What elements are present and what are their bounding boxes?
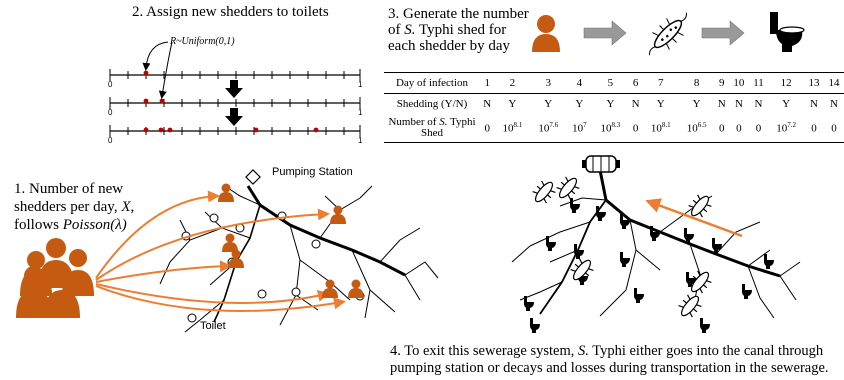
shed-cell: Y (544, 98, 553, 110)
flow-arrows (95, 190, 346, 312)
uniform-formula: R~Uniform(0,1) (170, 36, 235, 47)
count-cell: 108.1 (642, 114, 679, 143)
bacteria-icon (649, 12, 687, 56)
day-cell: 3 (530, 72, 567, 94)
day-cell: 7 (642, 72, 679, 94)
count-cell: 0 (628, 114, 643, 143)
day-cell: 4 (566, 72, 593, 94)
grey-arrow-icon (583, 20, 627, 46)
step1-title: 1. Number of new shedders per day, X, fo… (14, 181, 135, 233)
count-cell: 0 (728, 114, 749, 143)
toilet-icon (770, 12, 805, 52)
shed-cell: Y (692, 98, 701, 110)
day-cell: 11 (748, 72, 769, 94)
day-cell: 13 (804, 72, 824, 94)
count-cell: 107.6 (530, 114, 567, 143)
table-row: Shedding (Y/N) N Y Y Y Y N Y Y N N N Y N… (384, 94, 844, 115)
number-line-1 (109, 41, 361, 81)
axis-label-0: 0 (108, 108, 113, 117)
axis-label-0: 0 (108, 80, 113, 89)
day-cell: 5 (592, 72, 629, 94)
day-cell: 6 (628, 72, 643, 94)
row-label-count: Number of S. Typhi Shed (384, 114, 480, 143)
count-cell: 0 (823, 114, 844, 143)
day-cell: 1 (480, 72, 495, 94)
row-label-day: Day of infection (384, 72, 480, 94)
table-row: Day of infection 1 2 3 4 5 6 7 8 9 10 11… (384, 72, 844, 94)
day-cell: 14 (823, 72, 844, 94)
pump-icon (582, 155, 620, 173)
grey-arrow-icon (701, 20, 745, 46)
bacteria-icons (532, 176, 712, 318)
step4-title: 4. To exit this sewerage system, S. Typh… (390, 343, 829, 376)
day-cell: 9 (714, 72, 729, 94)
down-arrow-icon (225, 80, 243, 98)
pumping-station-label: Pumping Station (272, 166, 353, 178)
shed-cell: Y (782, 98, 791, 110)
count-cell: 108.3 (592, 114, 629, 143)
count-cell: 107.2 (768, 114, 804, 143)
shed-cell: N (631, 98, 640, 110)
count-cell: 0 (480, 114, 495, 143)
shedder-icons (218, 183, 364, 298)
axis-label-0: 0 (108, 136, 113, 145)
axis-label-1: 1 (358, 136, 363, 145)
shed-cell: N (754, 98, 763, 110)
number-line-3 (109, 125, 361, 137)
sewer-network-right (511, 169, 801, 319)
toilet-label: Toilet (200, 320, 226, 332)
count-cell: 106.5 (678, 114, 715, 143)
shed-cell: N (830, 98, 838, 110)
axis-label-1: 1 (358, 80, 363, 89)
shed-cell: Y (656, 98, 665, 110)
people-group-icon (16, 238, 94, 318)
shed-cell: Y (606, 98, 615, 110)
shed-cell: Y (508, 98, 517, 110)
count-cell: 108.1 (494, 114, 531, 143)
shed-cell: N (717, 98, 726, 110)
day-cell: 2 (494, 72, 531, 94)
down-arrow-icon (225, 108, 243, 126)
person-icon (532, 15, 560, 52)
count-cell: 0 (714, 114, 729, 143)
count-cell: 0 (748, 114, 769, 143)
day-cell: 10 (728, 72, 749, 94)
number-line-2 (109, 41, 361, 109)
toilet-icons (524, 198, 774, 333)
count-cell: 0 (804, 114, 824, 143)
shed-cell: N (483, 98, 492, 110)
shed-cell: Y (575, 98, 584, 110)
table-row: Number of S. Typhi Shed 0 108.1 107.6 107… (384, 114, 844, 143)
row-label-shedding: Shedding (Y/N) (396, 97, 468, 110)
step2-title: 2. Assign new shedders to toilets (132, 4, 329, 20)
flow-direction-arrow (645, 198, 743, 238)
sewer-network-left (159, 169, 439, 333)
day-cell: 8 (678, 72, 715, 94)
day-cell: 12 (768, 72, 804, 94)
shed-cell: N (734, 98, 743, 110)
shedding-table: Day of infection 1 2 3 4 5 6 7 8 9 10 11… (384, 72, 844, 143)
step3-title: 3. Generate the number of S. Typhi shed … (388, 6, 529, 54)
axis-label-1: 1 (358, 108, 363, 117)
shed-cell: N (810, 98, 818, 110)
count-cell: 107 (566, 114, 593, 143)
